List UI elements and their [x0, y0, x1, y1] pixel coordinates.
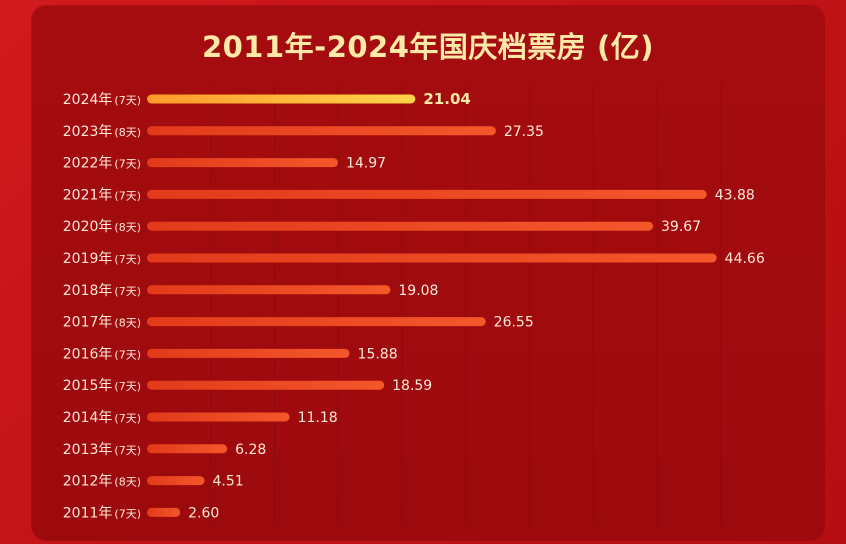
category-days: (7天) [114, 158, 141, 171]
category-label: 2015年 (7天) [63, 378, 141, 394]
category-year: 2017年 [63, 315, 113, 331]
category-label: 2021年 (7天) [63, 187, 141, 203]
bar [147, 158, 338, 168]
category-year: 2019年 [63, 251, 113, 267]
grid-lines [210, 84, 722, 526]
category-label: 2019年 (7天) [63, 251, 141, 267]
category-days: (7天) [114, 253, 141, 266]
category-days: (7天) [114, 444, 141, 457]
category-days: (7天) [114, 189, 141, 202]
value-label: 6.28 [235, 442, 266, 458]
category-days: (8天) [114, 221, 141, 234]
value-label: 4.51 [213, 474, 244, 490]
value-label: 15.88 [358, 346, 398, 362]
category-year: 2014年 [63, 410, 113, 426]
bar [147, 94, 416, 104]
category-year: 2021年 [63, 187, 113, 203]
bar [147, 412, 290, 422]
category-year: 2016年 [63, 346, 113, 362]
bar [147, 444, 228, 454]
category-year: 2011年 [63, 505, 113, 521]
category-year: 2013年 [63, 442, 113, 458]
category-year: 2023年 [63, 124, 113, 140]
category-days: (8天) [114, 317, 141, 330]
category-label: 2023年 (8天) [63, 124, 141, 140]
category-label: 2018年 (7天) [63, 283, 141, 299]
chart-title: 2011年-2024年国庆档票房 (亿) [201, 30, 655, 64]
category-days: (7天) [114, 94, 141, 107]
category-days: (7天) [114, 380, 141, 393]
bar [147, 189, 707, 199]
category-year: 2018年 [63, 283, 113, 299]
category-days: (8天) [114, 476, 141, 489]
category-year: 2022年 [63, 156, 113, 172]
value-label: 2.60 [188, 505, 219, 521]
category-days: (7天) [114, 348, 141, 361]
category-year: 2015年 [63, 378, 113, 394]
bar [147, 221, 654, 231]
category-label: 2014年 (7天) [63, 410, 141, 426]
value-label: 43.88 [715, 187, 755, 203]
value-label: 44.66 [725, 251, 765, 267]
category-label: 2016年 (7天) [63, 346, 141, 362]
bar [147, 476, 205, 486]
category-days: (8天) [114, 126, 141, 139]
bar [147, 285, 391, 295]
category-year: 2020年 [63, 219, 113, 235]
value-label: 21.04 [423, 90, 470, 108]
bar [147, 253, 717, 263]
category-year: 2024年 [63, 92, 113, 108]
bar [147, 348, 350, 358]
category-label: 2013年 (7天) [63, 442, 141, 458]
category-days: (7天) [114, 507, 141, 520]
value-label: 14.97 [346, 156, 386, 172]
bar [147, 317, 486, 327]
category-label: 2020年 (8天) [63, 219, 141, 235]
category-year: 2012年 [63, 474, 113, 490]
category-label: 2017年 (8天) [63, 315, 141, 331]
category-days: (7天) [114, 412, 141, 425]
category-label: 2024年 (7天) [63, 92, 141, 108]
bar [147, 126, 496, 136]
value-label: 18.59 [392, 378, 432, 394]
chart-panel: 2011年-2024年国庆档票房 (亿) 2024年 (7天) 21.04 2023年… [32, 6, 824, 540]
bar [147, 380, 385, 390]
category-label: 2012年 (8天) [63, 474, 141, 490]
category-label: 2022年 (7天) [63, 156, 141, 172]
bar [147, 507, 181, 517]
category-label: 2011年 (7天) [63, 505, 141, 521]
value-label: 27.35 [504, 124, 544, 140]
category-days: (7天) [114, 285, 141, 298]
value-label: 26.55 [494, 315, 534, 331]
value-label: 19.08 [398, 283, 438, 299]
value-label: 11.18 [298, 410, 338, 426]
value-label: 39.67 [661, 219, 701, 235]
